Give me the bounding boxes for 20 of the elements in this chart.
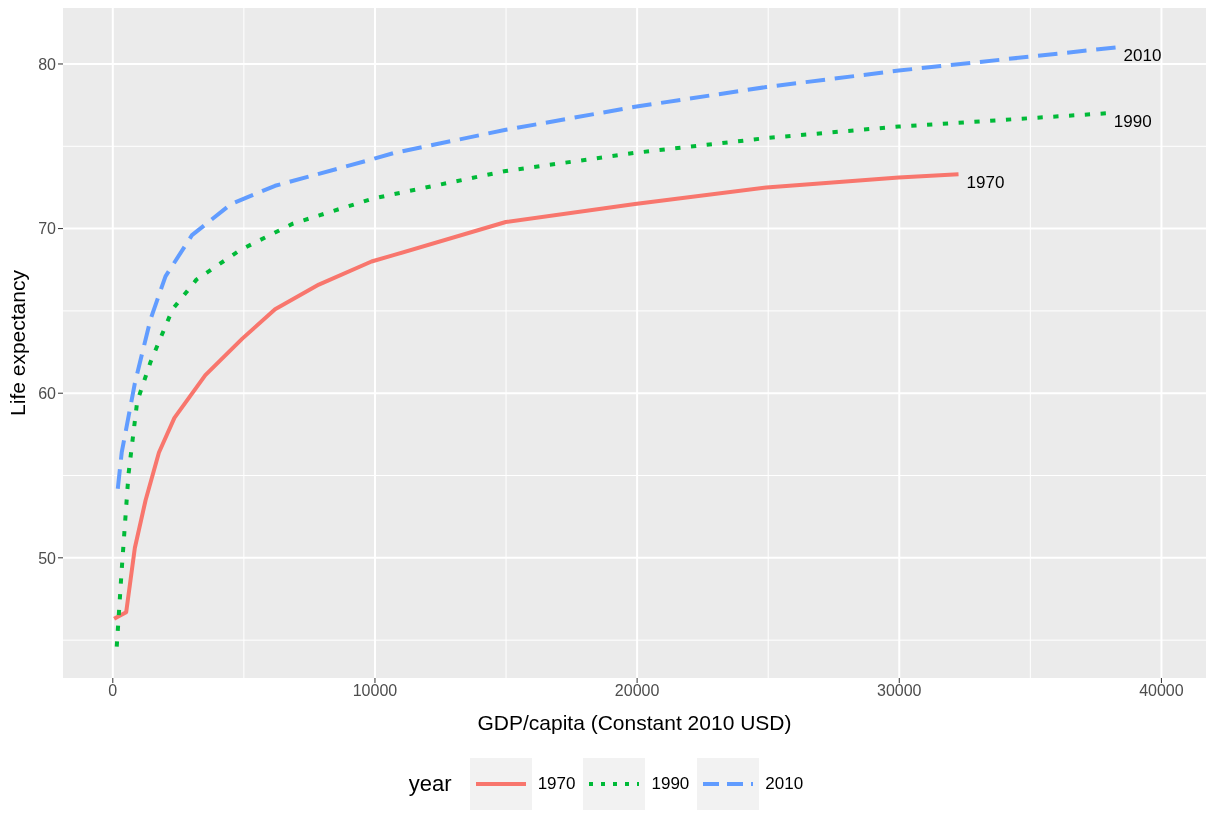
x-tick-label: 30000 [877, 682, 922, 700]
y-tick-label: 50 [38, 549, 57, 567]
line-series [112, 172, 961, 621]
x-axis-title: GDP/capita (Constant 2010 USD) [477, 711, 792, 734]
y-axis-title: Life expectancy [6, 269, 30, 416]
legend-label: 1970 [537, 774, 576, 794]
legend-label: 1990 [651, 774, 690, 794]
y-tick-label: 60 [38, 384, 57, 402]
x-tick-label: 20000 [614, 682, 660, 700]
text: 1970 [966, 172, 1005, 192]
x-tick-label: 0 [108, 682, 118, 700]
y-tick-label: 80 [38, 55, 57, 73]
line-series [114, 111, 1108, 649]
y-tick-label: 70 [38, 220, 57, 238]
legend-label: 2010 [765, 774, 804, 794]
legend-title: year [408, 771, 452, 797]
x-tick-label: 40000 [1139, 682, 1184, 700]
x-tick-label: 10000 [352, 682, 398, 700]
text: 1990 [1113, 111, 1152, 131]
text: 2010 [1123, 46, 1162, 66]
